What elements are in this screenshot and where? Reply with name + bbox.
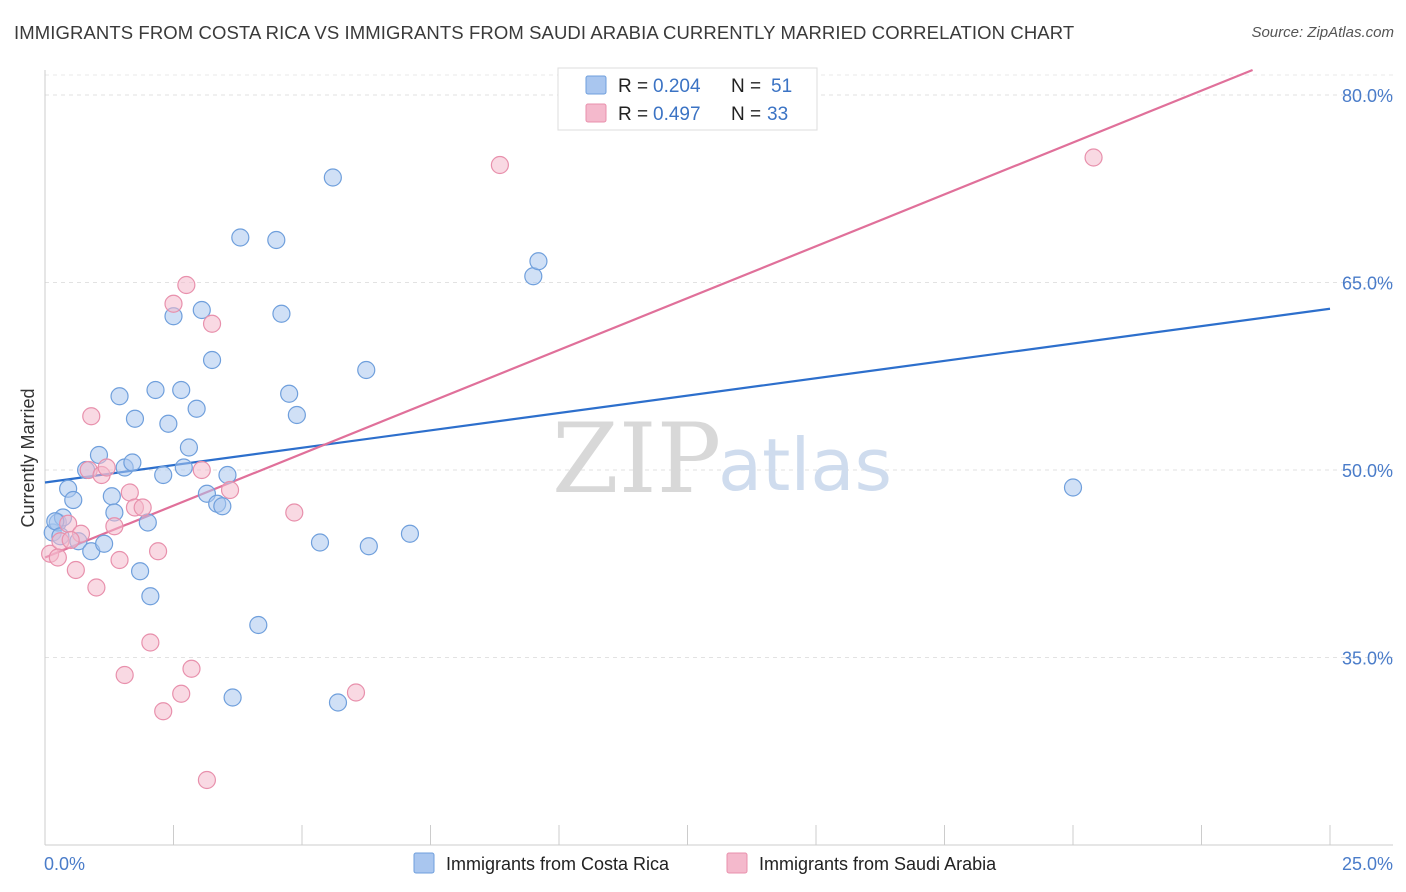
x-tick-labels: 0.0% 25.0% — [44, 854, 1393, 874]
data-points — [41, 148, 1103, 790]
bottom-legend: Immigrants from Costa Rica Immigrants fr… — [413, 852, 997, 874]
point-saudi-arabia — [1084, 148, 1103, 167]
point-costa-rica — [95, 534, 114, 553]
point-costa-rica — [187, 399, 206, 418]
point-saudi-arabia — [164, 294, 183, 313]
point-saudi-arabia — [66, 560, 85, 580]
axes — [44, 70, 1393, 846]
point-costa-rica — [202, 350, 222, 370]
point-costa-rica — [231, 228, 250, 247]
trend-lines — [44, 68, 1331, 559]
point-costa-rica — [179, 438, 199, 457]
legend-n-value-1: 51 — [771, 76, 792, 97]
point-saudi-arabia — [202, 314, 222, 333]
point-costa-rica — [141, 587, 160, 606]
point-costa-rica — [110, 387, 129, 406]
legend-r-value-2: 0.497 — [653, 104, 701, 125]
watermark-atlas: atlas — [718, 423, 892, 507]
point-saudi-arabia — [48, 548, 67, 567]
point-costa-rica — [64, 490, 83, 510]
point-saudi-arabia — [172, 684, 191, 703]
legend-box: R = 0.204 N = 51 R = 0.497 N = 33 — [557, 67, 818, 131]
point-costa-rica — [400, 524, 420, 543]
bottom-legend-swatch-costa-rica — [413, 852, 435, 874]
y-tick-label: 50.0% — [1342, 461, 1393, 481]
bottom-legend-swatch-saudi-arabia — [726, 852, 748, 874]
point-costa-rica — [287, 405, 306, 425]
trend-line-costa-rica — [44, 307, 1331, 484]
point-costa-rica — [272, 304, 291, 323]
point-costa-rica — [192, 300, 211, 320]
point-saudi-arabia — [192, 460, 211, 480]
point-saudi-arabia — [154, 702, 173, 721]
point-saudi-arabia — [490, 155, 509, 175]
point-costa-rica — [125, 409, 145, 428]
point-costa-rica — [154, 465, 173, 485]
point-costa-rica — [223, 688, 242, 707]
point-costa-rica — [130, 562, 150, 581]
point-costa-rica — [310, 533, 330, 552]
x-tick-label-min: 0.0% — [44, 854, 85, 874]
grid-lines — [45, 74, 1393, 658]
y-tick-label: 35.0% — [1342, 649, 1393, 669]
chart-source: Source: ZipAtlas.com — [1251, 24, 1394, 41]
legend-r-label-1: R = — [618, 76, 648, 97]
point-costa-rica — [213, 497, 232, 516]
point-saudi-arabia — [82, 407, 101, 426]
point-saudi-arabia — [148, 542, 168, 561]
point-costa-rica — [1063, 478, 1083, 497]
legend-n-label-1: N = — [731, 76, 761, 97]
point-saudi-arabia — [177, 275, 196, 295]
point-costa-rica — [159, 414, 178, 433]
point-costa-rica — [328, 693, 348, 712]
y-tick-label: 65.0% — [1342, 274, 1393, 294]
point-costa-rica — [249, 615, 268, 635]
point-costa-rica — [172, 380, 191, 400]
chart-title: IMMIGRANTS FROM COSTA RICA VS IMMIGRANTS… — [14, 22, 1075, 43]
point-costa-rica — [102, 487, 121, 506]
point-saudi-arabia — [105, 517, 124, 536]
bottom-legend-label-saudi-arabia: Immigrants from Saudi Arabia — [759, 854, 997, 874]
legend-swatch-saudi-arabia — [585, 103, 607, 123]
legend-n-value-2: 33 — [767, 104, 788, 125]
watermark-zip: ZIP — [552, 403, 721, 515]
point-saudi-arabia — [220, 480, 240, 500]
point-costa-rica — [123, 453, 142, 472]
point-costa-rica — [174, 458, 193, 477]
point-costa-rica — [280, 384, 299, 403]
point-saudi-arabia — [141, 633, 160, 652]
point-costa-rica — [323, 168, 342, 187]
bottom-legend-label-costa-rica: Immigrants from Costa Rica — [446, 854, 670, 874]
legend-r-value-1: 0.204 — [653, 76, 701, 97]
legend-n-label-2: N = — [731, 104, 761, 125]
point-saudi-arabia — [110, 550, 129, 570]
point-saudi-arabia — [346, 683, 366, 702]
point-costa-rica — [267, 230, 286, 250]
point-saudi-arabia — [61, 530, 80, 550]
legend-swatch-costa-rica — [585, 75, 607, 95]
point-costa-rica — [529, 252, 548, 271]
point-costa-rica — [357, 360, 376, 380]
point-saudi-arabia — [182, 659, 201, 678]
y-tick-label: 80.0% — [1342, 86, 1393, 106]
legend-r-label-2: R = — [618, 104, 648, 125]
point-saudi-arabia — [197, 770, 217, 790]
y-tick-labels: 35.0% 50.0% 65.0% 80.0% — [1342, 86, 1393, 669]
point-saudi-arabia — [97, 458, 116, 477]
point-costa-rica — [359, 537, 378, 556]
x-tick-label-max: 25.0% — [1342, 854, 1393, 874]
point-saudi-arabia — [133, 498, 152, 517]
point-saudi-arabia — [115, 665, 134, 685]
point-costa-rica — [146, 380, 165, 400]
point-saudi-arabia — [87, 578, 106, 597]
point-saudi-arabia — [285, 503, 304, 522]
trend-line-saudi-arabia — [44, 68, 1254, 559]
point-costa-rica — [218, 465, 237, 485]
y-axis-label: Currently Married — [18, 388, 38, 527]
